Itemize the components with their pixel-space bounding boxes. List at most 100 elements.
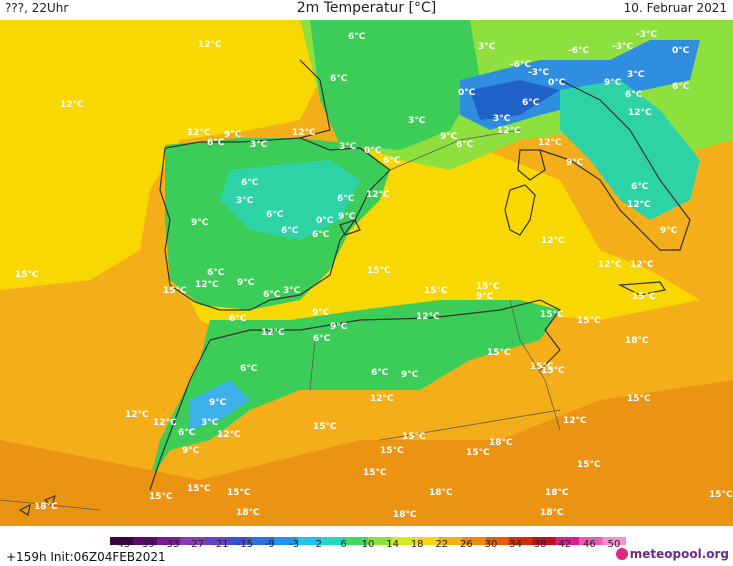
temp-label: 9°C — [209, 398, 227, 408]
color-swatch — [438, 537, 463, 545]
temp-label: 3°C — [283, 286, 301, 296]
temp-label: 15°C — [313, 422, 337, 432]
temp-label: 15°C — [487, 348, 511, 358]
color-scale-bar — [110, 530, 627, 545]
temp-label: 18°C — [34, 502, 58, 512]
temp-label: 12°C — [217, 430, 241, 440]
scale-tick: 22 — [435, 539, 449, 550]
scale-tick: 42 — [558, 539, 572, 550]
temp-label: -6°C — [568, 46, 590, 56]
temp-label: 12°C — [261, 328, 285, 338]
scale-tick: 34 — [509, 539, 522, 550]
temp-label: 9°C — [566, 158, 584, 168]
scale-tick: 6 — [340, 539, 347, 550]
temp-label: 9°C — [312, 308, 330, 318]
temp-label: 9°C — [330, 322, 348, 332]
brand[interactable]: meteopool.org — [615, 547, 729, 561]
temp-label: 12°C — [563, 416, 587, 426]
temp-label: 12°C — [195, 280, 219, 290]
color-scale-ticks: -45 -39 -33 -27 -21 -15 -9 -3 2 6 10 14 18 22 26 30 34 38… — [110, 539, 626, 551]
scale-tick: 30 — [484, 539, 498, 550]
temp-label: 12°C — [416, 312, 440, 322]
color-swatch — [485, 537, 510, 545]
temp-label: 15°C — [149, 492, 173, 502]
temp-label: 9°C — [476, 292, 494, 302]
temperature-map: 6°C 3°C -6°C -3°C -3°C 0°C 12°C 6°C -6°C -3°C 3°C 6… — [0, 20, 733, 526]
temp-label: 15°C — [632, 292, 656, 302]
header: ???, 22Uhr 2m Temperatur [°C] 10. Februa… — [0, 0, 733, 20]
temp-label: 12°C — [541, 236, 565, 246]
temp-label: 12°C — [497, 126, 521, 136]
temp-label: 6°C — [383, 156, 401, 166]
france-zone — [310, 20, 480, 150]
temp-label: 9°C — [237, 278, 255, 288]
temp-label: 0°C — [548, 78, 566, 88]
color-swatch — [110, 537, 134, 545]
map-title: 2m Temperatur [°C] — [296, 0, 437, 16]
temp-label: 15°C — [424, 286, 448, 296]
scale-tick: 2 — [315, 539, 322, 550]
temp-label: -3°C — [528, 68, 550, 78]
color-swatch — [555, 537, 580, 545]
color-swatch — [602, 537, 627, 545]
legend: -45 -39 -33 -27 -21 -15 -9 -3 2 6 10 14 18 22 26 30 34 38… — [0, 526, 733, 566]
temp-label: 12°C — [628, 108, 652, 118]
scale-tick: 14 — [386, 539, 399, 550]
temp-label: 15°C — [367, 266, 391, 276]
meteopool-logo-icon — [615, 548, 628, 560]
temp-label: 3°C — [236, 196, 254, 206]
temp-label: 9°C — [401, 370, 419, 380]
temp-label: 12°C — [598, 260, 622, 270]
temp-label: 12°C — [187, 128, 211, 138]
italy-zone — [560, 80, 700, 220]
scale-tick: 18 — [410, 539, 424, 550]
temp-label: 6°C — [337, 194, 355, 204]
color-swatch — [414, 537, 439, 545]
temp-label: 15°C — [187, 484, 211, 494]
scale-tick: 10 — [361, 539, 375, 550]
color-swatch — [133, 537, 158, 545]
scale-tick: -21 — [212, 539, 229, 550]
temp-label: 15°C — [402, 432, 426, 442]
temp-label: 15°C — [577, 316, 601, 326]
scale-tick: -3 — [289, 539, 300, 550]
temp-label: 6°C — [672, 82, 690, 92]
temp-label: 3°C — [478, 42, 496, 52]
temp-label: 18°C — [540, 508, 564, 518]
forecast-date: 10. Februar 2021 — [623, 1, 727, 15]
temp-label: 3°C — [408, 116, 426, 126]
scale-tick: 50 — [607, 539, 621, 550]
temp-label: 9°C — [338, 212, 356, 222]
temp-label: 6°C — [207, 268, 225, 278]
color-swatch — [274, 537, 299, 545]
temp-label: 3°C — [339, 142, 357, 152]
temp-label: 6°C — [229, 314, 247, 324]
temp-label: -3°C — [636, 30, 658, 40]
scale-tick: -9 — [264, 539, 275, 550]
atlas-zone — [150, 300, 560, 480]
color-swatch — [368, 537, 392, 545]
temp-label: 6°C — [312, 230, 330, 240]
color-swatch — [227, 537, 252, 545]
temp-label: 0°C — [316, 216, 334, 226]
temp-label: 6°C — [625, 90, 643, 100]
iberia-cool-zone — [220, 160, 360, 240]
color-swatch — [321, 537, 346, 545]
temp-label: 6°C — [330, 74, 348, 84]
temp-label: 15°C — [541, 366, 565, 376]
temp-label: 12°C — [630, 260, 654, 270]
temp-label: 18°C — [236, 508, 260, 518]
temp-label: 15°C — [466, 448, 490, 458]
temp-label: 6°C — [178, 428, 196, 438]
temp-label: 6°C — [456, 140, 474, 150]
temp-label: 6°C — [241, 178, 259, 188]
temp-label: 12°C — [60, 100, 84, 110]
temp-label: 9°C — [191, 218, 209, 228]
temp-label: 15°C — [363, 468, 387, 478]
temp-label: 6°C — [371, 368, 389, 378]
temp-label: -6°C — [510, 60, 532, 70]
color-swatch — [461, 537, 486, 545]
temp-label: 3°C — [627, 70, 645, 80]
temp-label: 6°C — [348, 32, 366, 42]
temp-label: 9°C — [224, 130, 242, 140]
